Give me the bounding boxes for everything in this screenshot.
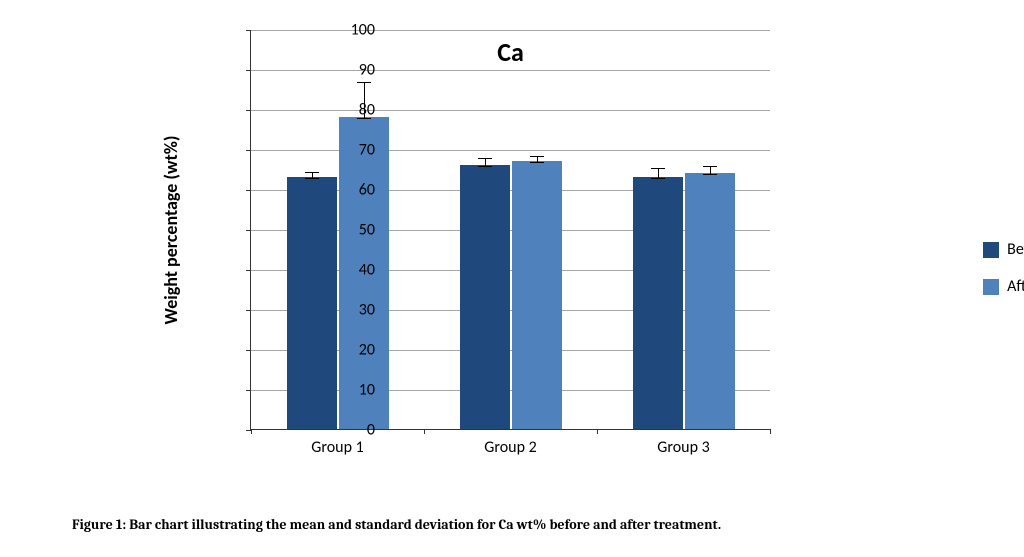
y-tick-label: 70 xyxy=(335,141,375,160)
y-tick-label: 100 xyxy=(335,21,375,40)
grid-line xyxy=(251,70,770,71)
x-category-label: Group 2 xyxy=(484,438,536,457)
error-cap xyxy=(651,178,665,179)
x-tick-mark xyxy=(251,429,252,434)
error-cap xyxy=(530,162,544,163)
figure-caption: Figure 1: Bar chart illustrating the mea… xyxy=(72,516,721,533)
bar-before xyxy=(287,177,337,429)
x-category-label: Group 1 xyxy=(311,438,363,457)
legend-swatch xyxy=(983,279,999,295)
y-tick-mark xyxy=(246,390,251,391)
grid-line xyxy=(251,150,770,151)
legend: Before After xyxy=(983,240,1024,314)
y-tick-label: 30 xyxy=(335,301,375,320)
bar-after xyxy=(512,161,562,429)
error-cap xyxy=(703,174,717,175)
y-tick-label: 90 xyxy=(335,61,375,80)
y-tick-label: 0 xyxy=(335,421,375,440)
y-tick-mark xyxy=(246,310,251,311)
x-tick-mark xyxy=(424,429,425,434)
y-tick-label: 10 xyxy=(335,381,375,400)
bar-after xyxy=(685,173,735,429)
error-cap xyxy=(478,166,492,167)
y-tick-mark xyxy=(246,270,251,271)
y-tick-mark xyxy=(246,190,251,191)
error-cap xyxy=(530,156,544,157)
chart-title: Ca xyxy=(497,36,524,68)
y-tick-mark xyxy=(246,150,251,151)
x-category-label: Group 3 xyxy=(657,438,709,457)
error-bar xyxy=(710,166,711,174)
y-tick-label: 60 xyxy=(335,181,375,200)
x-tick-mark xyxy=(770,429,771,434)
legend-item: After xyxy=(983,277,1024,296)
bar-before xyxy=(633,177,683,429)
error-cap xyxy=(651,168,665,169)
y-tick-label: 40 xyxy=(335,261,375,280)
y-tick-mark xyxy=(246,30,251,31)
error-cap xyxy=(305,172,319,173)
error-cap xyxy=(703,166,717,167)
y-tick-label: 20 xyxy=(335,341,375,360)
error-cap xyxy=(305,178,319,179)
error-cap xyxy=(357,82,371,83)
grid-line xyxy=(251,30,770,31)
y-tick-mark xyxy=(246,70,251,71)
y-axis-label: Weight percentage (wt%) xyxy=(160,135,182,324)
legend-label: After xyxy=(1007,277,1024,296)
y-tick-mark xyxy=(246,350,251,351)
grid-line xyxy=(251,110,770,111)
bar-before xyxy=(460,165,510,429)
y-tick-mark xyxy=(246,230,251,231)
y-tick-label: 80 xyxy=(335,101,375,120)
error-bar xyxy=(658,168,659,178)
plot-area: Ca Weight percentage (wt%) Group 1Group … xyxy=(250,30,770,430)
error-bar xyxy=(485,158,486,166)
x-tick-mark xyxy=(597,429,598,434)
legend-item: Before xyxy=(983,240,1024,259)
error-cap xyxy=(478,158,492,159)
legend-label: Before xyxy=(1007,240,1024,259)
y-tick-label: 50 xyxy=(335,221,375,240)
y-tick-mark xyxy=(246,110,251,111)
chart-container: Ca Weight percentage (wt%) Group 1 Group … xyxy=(160,20,900,480)
legend-swatch xyxy=(983,242,999,258)
